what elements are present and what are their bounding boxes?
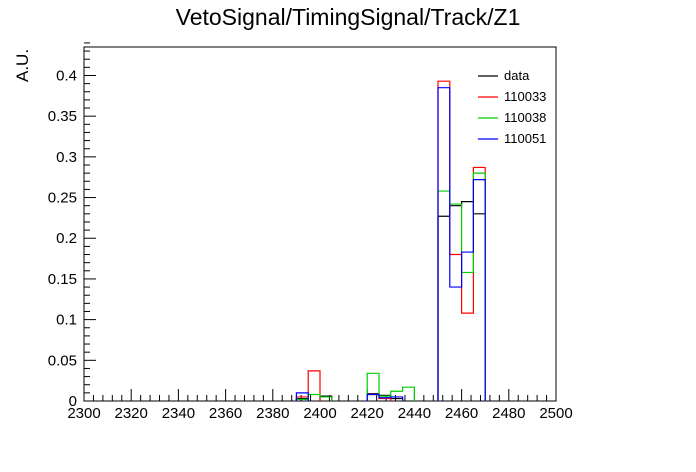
y-tick-label: 0.3: [56, 149, 77, 166]
x-tick-label: 2340: [162, 405, 195, 422]
y-tick-label: 0.35: [48, 108, 77, 125]
legend-label: 110051: [504, 131, 546, 146]
legend-label: data: [504, 68, 530, 83]
y-tick-label: 0.25: [48, 190, 77, 207]
series-110051-outline: [295, 87, 486, 401]
x-tick-label: 2420: [351, 405, 384, 422]
axis-ticks: 2300 2320 2340 2360 2380 2400 2420 2440 2460 2480…: [48, 42, 573, 422]
y-tick-label: 0: [69, 393, 77, 410]
y-axis-label: A.U.: [13, 49, 32, 82]
legend-label: 110033: [504, 89, 546, 104]
series-110038-outline: [295, 172, 486, 401]
x-tick-label: 2500: [539, 405, 572, 422]
series-110033-outline: [295, 80, 486, 401]
y-tick-label: 0.15: [48, 271, 77, 288]
x-tick-label: 2440: [398, 405, 431, 422]
x-tick-label: 2360: [209, 405, 242, 422]
x-tick-label: 2400: [303, 405, 336, 422]
y-tick-label: 0.1: [56, 312, 77, 329]
x-tick-label: 2460: [445, 405, 478, 422]
x-tick-label: 2300: [67, 405, 100, 422]
legend: data 110033 110038 110051: [478, 68, 546, 146]
histogram-series: [295, 80, 486, 401]
chart-title: VetoSignal/TimingSignal/Track/Z1: [176, 4, 521, 30]
y-tick-label: 0.2: [56, 230, 77, 247]
y-tick-label: 0.4: [56, 67, 77, 84]
x-tick-label: 2320: [115, 405, 148, 422]
legend-label: 110038: [504, 110, 546, 125]
series-data-outline: [295, 201, 486, 401]
y-tick-label: 0.05: [48, 352, 77, 369]
x-tick-label: 2380: [256, 405, 289, 422]
x-tick-label: 2480: [492, 405, 525, 422]
